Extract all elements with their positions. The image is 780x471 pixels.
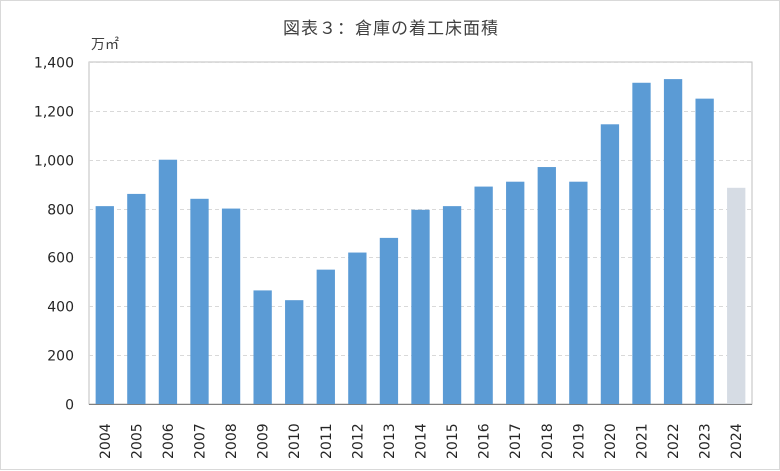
x-tick-label: 2024 — [729, 423, 745, 459]
bar — [632, 82, 651, 404]
x-tick-label: 2017 — [508, 423, 524, 459]
bar — [348, 252, 367, 404]
x-tick-label: 2018 — [540, 423, 556, 459]
bar — [537, 167, 556, 404]
x-tick-label: 2006 — [161, 423, 177, 459]
bar — [190, 198, 209, 404]
y-tick-label: 1,200 — [34, 105, 74, 121]
y-tick-label: 600 — [47, 251, 74, 267]
x-tick-label: 2005 — [129, 423, 145, 459]
y-tick-label: 0 — [65, 398, 74, 414]
bar — [695, 98, 714, 405]
x-tick-label: 2009 — [256, 423, 272, 459]
x-tick-label: 2020 — [603, 423, 619, 459]
bar — [569, 181, 588, 404]
chart-title: 図表３：倉庫の着工床面積 — [283, 19, 499, 39]
bar — [285, 300, 304, 404]
y-tick-label: 200 — [47, 349, 74, 365]
y-tick-label: 1,000 — [34, 154, 74, 170]
x-tick-label: 2016 — [477, 423, 493, 459]
x-tick-label: 2023 — [698, 423, 714, 459]
x-tick-label: 2013 — [382, 423, 398, 459]
bar — [727, 187, 746, 404]
bar — [379, 237, 399, 404]
bar — [95, 206, 114, 404]
x-tick-label: 2015 — [445, 423, 461, 459]
y-tick-label: 800 — [47, 203, 74, 219]
bar — [600, 124, 620, 405]
bar — [253, 290, 272, 404]
x-tick-label: 2011 — [319, 423, 335, 459]
bar — [127, 193, 146, 404]
x-tick-label: 2004 — [98, 423, 114, 459]
x-tick-label: 2012 — [350, 423, 366, 459]
y-tick-label: 400 — [47, 300, 74, 316]
x-tick-label: 2022 — [666, 423, 682, 459]
bar — [411, 209, 430, 404]
bar — [316, 269, 335, 404]
x-tick-label: 2007 — [193, 423, 209, 459]
x-tick-label: 2019 — [571, 423, 587, 459]
bar — [158, 159, 178, 404]
bar — [663, 79, 683, 404]
x-tick-label: 2008 — [224, 423, 240, 459]
bar — [442, 206, 462, 404]
bar — [506, 181, 525, 404]
x-tick-label: 2010 — [287, 423, 303, 459]
bar — [474, 186, 493, 404]
bar — [221, 208, 241, 404]
x-tick-label: 2021 — [635, 423, 651, 459]
x-tick-label: 2014 — [414, 423, 430, 459]
y-axis-unit-label: 万㎡ — [91, 37, 119, 53]
y-tick-label: 1,400 — [34, 56, 74, 72]
